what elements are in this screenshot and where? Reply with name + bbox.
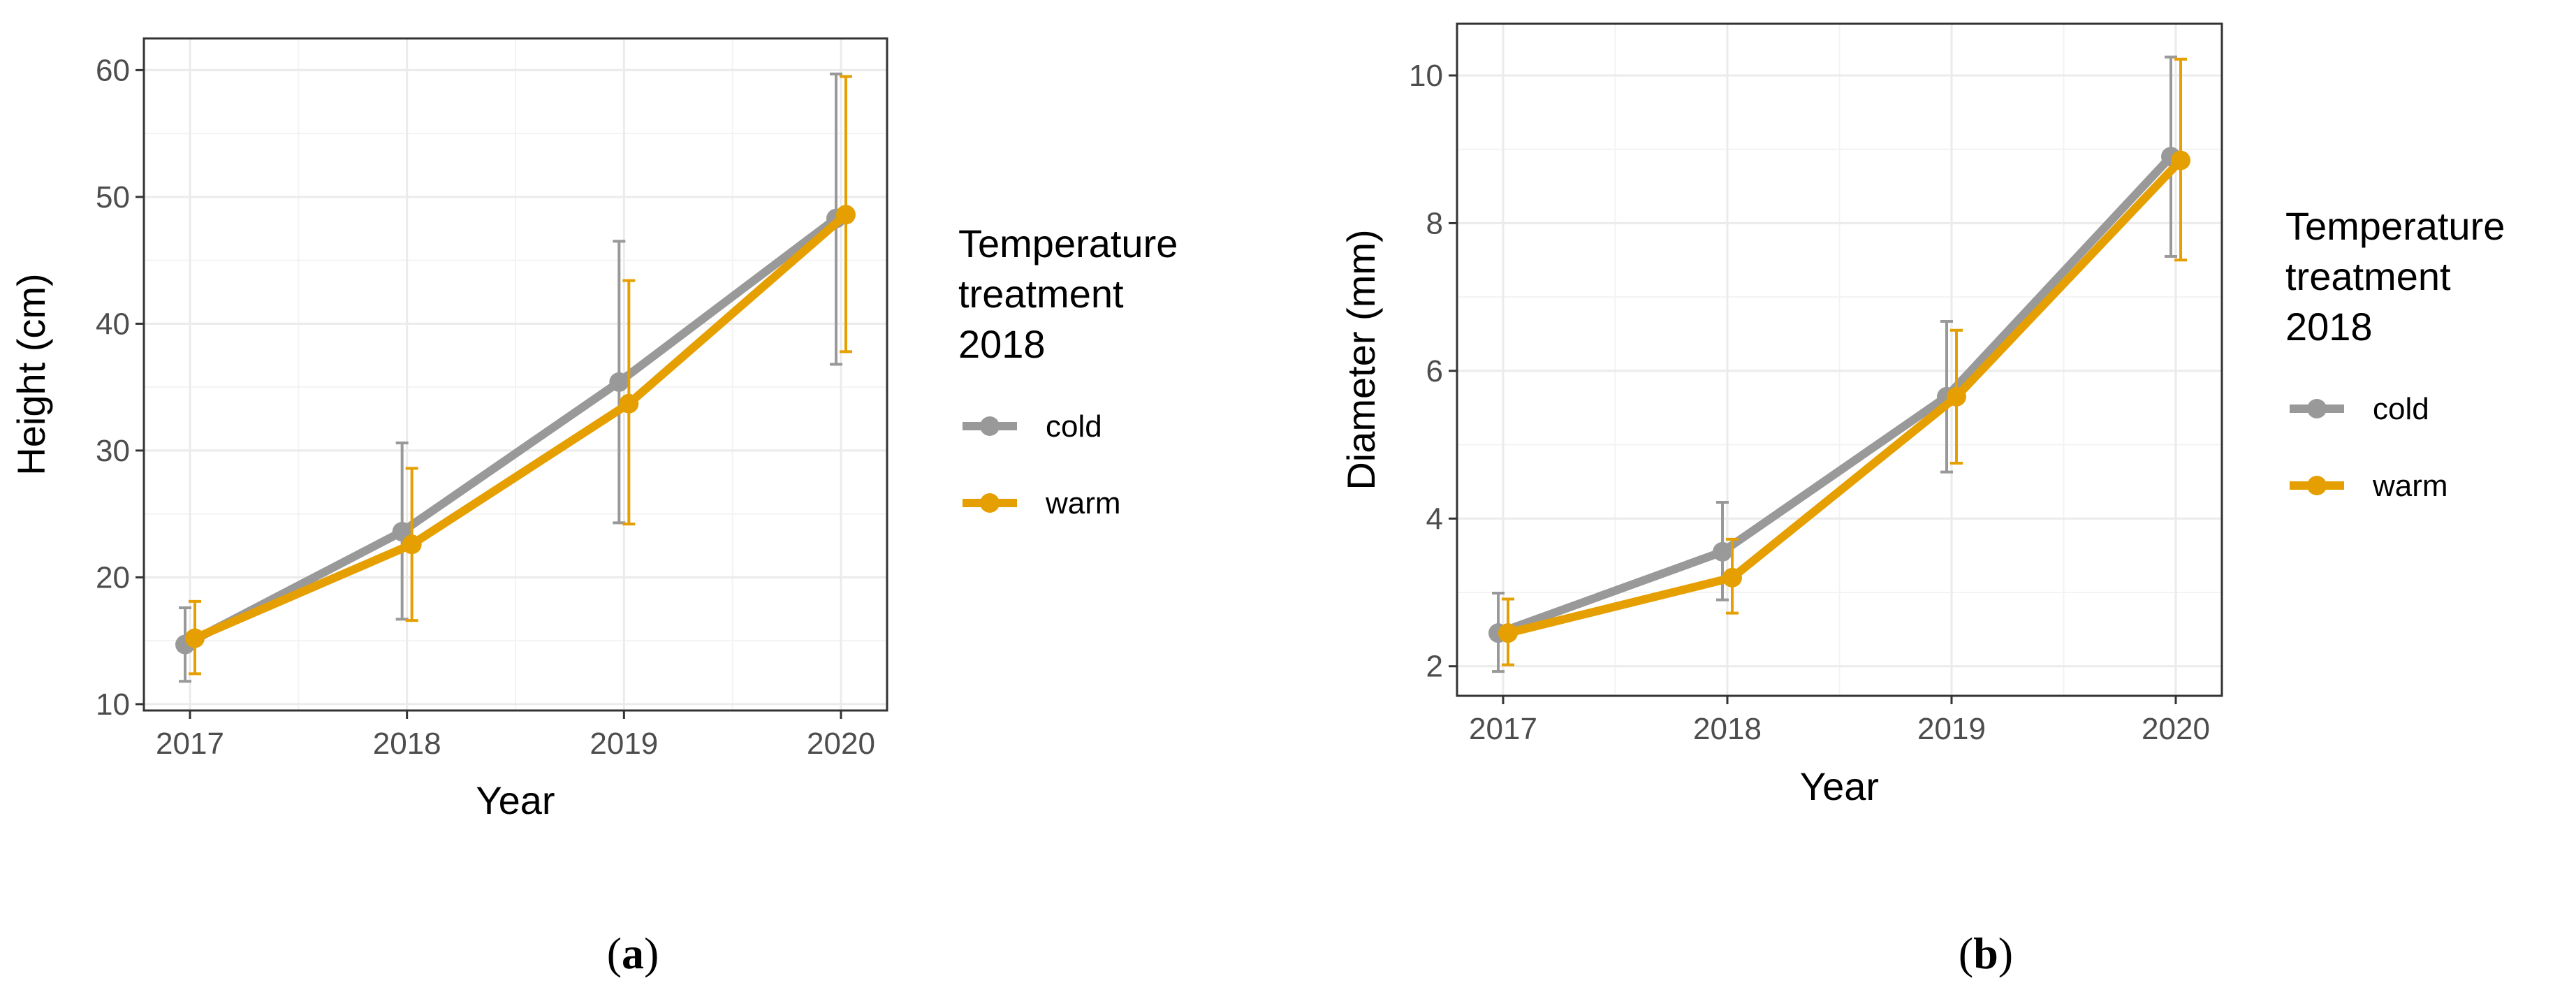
legend-title-line: 2018	[2285, 305, 2373, 349]
y-tick-label: 6	[1426, 354, 1443, 388]
x-axis-title: Year	[476, 778, 555, 822]
y-tick-label: 10	[96, 687, 130, 722]
data-point-warm-2018	[402, 534, 422, 555]
data-point-warm-2018	[1722, 567, 1742, 588]
series-line-warm	[193, 211, 849, 643]
x-tick-label: 2017	[156, 727, 224, 761]
data-point-cold-2019	[609, 372, 629, 392]
panel-border	[1456, 22, 2223, 697]
data-point-warm-2020	[2171, 150, 2190, 170]
series-line-warm	[1507, 157, 2184, 637]
x-tick-label: 2020	[2142, 712, 2210, 746]
legend-label-cold: cold	[1046, 409, 1102, 444]
legend-key-warm: warm	[963, 486, 1121, 520]
legend-key-point	[2307, 476, 2327, 495]
legend: Temperature treatment 2018 cold warm	[2285, 204, 2505, 503]
legend-title-line: 2018	[958, 322, 1046, 366]
data-point-warm-2019	[1947, 386, 1966, 407]
y-tick-label: 20	[96, 560, 130, 595]
data-point-warm-2017	[185, 628, 205, 648]
panel-caption: (a)	[607, 928, 659, 978]
legend: Temperature treatment 2018 cold warm	[958, 221, 1178, 520]
y-axis-ticks: 10 20 30 40 50 60	[96, 53, 144, 722]
y-tick-label: 30	[96, 434, 130, 468]
y-tick-label: 50	[96, 180, 130, 214]
panel-border	[142, 37, 888, 712]
x-axis-ticks: 2017 2018 2019 2020	[1469, 696, 2210, 746]
x-tick-label: 2018	[373, 727, 441, 761]
x-axis-title: Year	[1800, 764, 1879, 808]
y-axis-title: Height (cm)	[9, 273, 53, 475]
series-warm	[185, 75, 856, 676]
legend-title-line: Temperature	[958, 221, 1178, 265]
legend-key-cold: cold	[2290, 392, 2429, 426]
grid-minor-lines	[144, 38, 887, 710]
panel-caption: (b)	[1959, 928, 2013, 978]
y-axis-ticks: 2 4 6 8 10	[1409, 59, 1457, 684]
legend-label-warm: warm	[2372, 469, 2448, 503]
data-point-warm-2020	[836, 205, 856, 225]
y-tick-label: 2	[1426, 650, 1443, 684]
x-tick-label: 2018	[1693, 712, 1762, 746]
y-tick-label: 60	[96, 53, 130, 87]
data-series-group	[175, 72, 856, 683]
data-point-warm-2019	[619, 393, 639, 414]
legend-title-line: Temperature	[2285, 204, 2505, 248]
y-tick-label: 8	[1426, 206, 1443, 240]
chart-panel-height: 10 20 30 40 50 60 2017 2018 2019 2020 Year Heigh…	[9, 37, 1178, 978]
x-tick-label: 2019	[590, 727, 658, 761]
x-axis-ticks: 2017 2018 2019 2020	[156, 710, 875, 761]
x-tick-label: 2019	[1917, 712, 1986, 746]
legend-label-cold: cold	[2373, 392, 2429, 426]
legend-key-point	[980, 493, 1000, 513]
legend-key-warm: warm	[2290, 469, 2448, 503]
grid-minor-lines	[1457, 24, 2222, 696]
series-line-cold	[1496, 154, 2174, 637]
data-point-cold-2018	[1713, 541, 1732, 562]
legend-title-line: treatment	[2285, 254, 2451, 298]
y-axis-title: Diameter (mm)	[1339, 229, 1383, 490]
legend-key-point	[980, 416, 1000, 436]
legend-title-line: treatment	[958, 272, 1124, 316]
data-series-group	[1488, 55, 2190, 673]
legend-key-cold: cold	[963, 409, 1102, 444]
y-tick-label: 4	[1426, 502, 1443, 536]
y-tick-label: 40	[96, 307, 130, 341]
legend-label-warm: warm	[1045, 486, 1121, 520]
series-warm	[1498, 57, 2190, 666]
y-tick-label: 10	[1409, 59, 1443, 93]
legend-key-point	[2307, 399, 2327, 418]
grid-major-lines	[1457, 24, 2222, 696]
x-tick-label: 2020	[807, 727, 875, 761]
chart-panel-diameter: 2 4 6 8 10 2017 2018 2019 2020 Year Diameter (m…	[1339, 22, 2505, 978]
x-tick-label: 2017	[1469, 712, 1537, 746]
series-line-cold	[183, 214, 839, 648]
data-point-warm-2017	[1498, 623, 1518, 643]
